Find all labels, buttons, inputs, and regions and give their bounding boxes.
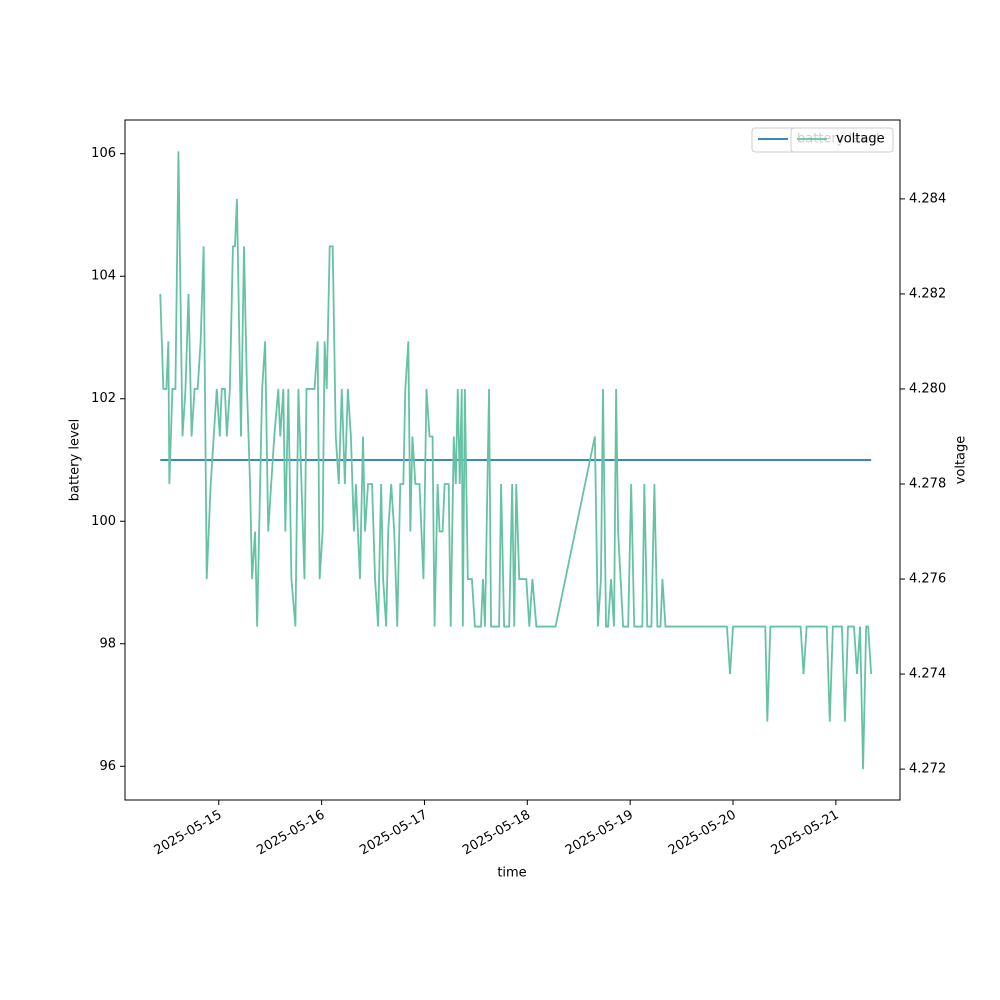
y2-axis-label: voltage bbox=[954, 436, 969, 485]
y-tick-label: 96 bbox=[99, 759, 116, 774]
plot-frame bbox=[124, 119, 901, 801]
x-tick-label: 2025-05-16 bbox=[254, 808, 327, 859]
x-tick-label: 2025-05-19 bbox=[563, 808, 636, 859]
x-tick-label: 2025-05-20 bbox=[666, 808, 739, 859]
legend-label: voltage bbox=[836, 132, 885, 147]
y-tick-label: 98 bbox=[99, 636, 116, 651]
series-line bbox=[159, 151, 873, 770]
y2-tick-label: 4.274 bbox=[909, 667, 946, 682]
y-axis-label: battery level bbox=[68, 419, 83, 502]
y2-tick-label: 4.284 bbox=[909, 191, 946, 206]
y-tick-label: 100 bbox=[91, 514, 116, 529]
y2-tick-label: 4.278 bbox=[909, 476, 946, 491]
y2-tick-label: 4.282 bbox=[909, 286, 946, 301]
legend: voltage bbox=[790, 127, 894, 153]
x-tick-label: 2025-05-18 bbox=[460, 808, 533, 859]
y-tick-label: 102 bbox=[91, 391, 116, 406]
x-tick-label: 2025-05-17 bbox=[357, 808, 430, 859]
legend-box bbox=[790, 127, 894, 153]
y-tick-label: 104 bbox=[91, 269, 116, 284]
y2-tick-label: 4.276 bbox=[909, 572, 946, 587]
x-axis-label: time bbox=[497, 866, 526, 881]
y2-tick-label: 4.272 bbox=[909, 762, 946, 777]
y-tick-label: 106 bbox=[91, 146, 116, 161]
y2-tick-label: 4.280 bbox=[909, 381, 946, 396]
x-tick-label: 2025-05-21 bbox=[769, 808, 842, 859]
x-tick-label: 2025-05-15 bbox=[152, 808, 225, 859]
